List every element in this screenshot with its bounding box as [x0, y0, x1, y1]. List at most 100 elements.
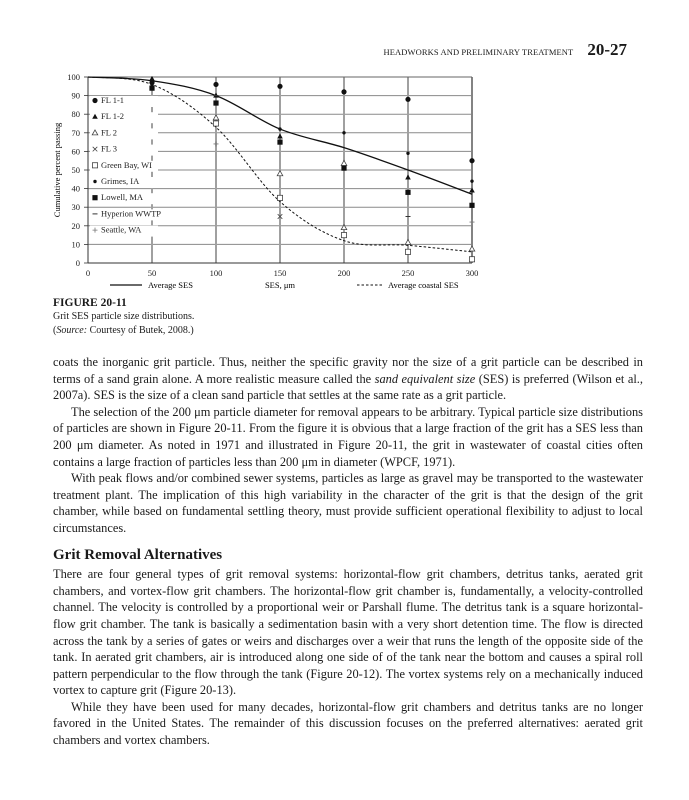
paragraph-1: coats the inorganic grit particle. Thus,… [53, 355, 643, 403]
x-tick-label: 100 [210, 268, 223, 278]
data-point [340, 232, 347, 239]
data-point [276, 169, 284, 177]
data-point [342, 131, 346, 135]
legend-label: Grimes, IA [101, 176, 140, 186]
data-point [212, 120, 219, 127]
figure-source: (Source: Courtesy of Butek, 2008.) [53, 325, 194, 336]
data-point [277, 133, 283, 139]
legend-bg [90, 225, 158, 237]
chart-points [149, 75, 476, 263]
data-point [405, 174, 411, 180]
line-legend-average: Average SES [110, 280, 193, 290]
y-tick-label: 100 [67, 72, 80, 82]
legend-label: Green Bay, WI [101, 160, 152, 170]
y-tick-label: 90 [72, 91, 81, 101]
data-point [405, 96, 411, 102]
paragraph-2: The selection of the 200 μm particle dia… [53, 404, 643, 469]
data-point [277, 213, 283, 220]
legend-marker [92, 162, 99, 169]
data-point [213, 81, 219, 88]
legend-bg [90, 193, 158, 205]
data-point [213, 100, 219, 106]
data-point [213, 141, 219, 147]
section-heading: Grit Removal Alternatives [53, 546, 223, 563]
figure-caption: FIGURE 20-11 Grit SES particle size dist… [53, 296, 194, 338]
legend-bg [90, 209, 158, 221]
y-tick-label: 20 [72, 221, 81, 231]
chart-legend: FL 1-1 FL 1-2 FL 2 FL 3 Green Bay, WI Grimes,… [90, 95, 161, 237]
data-point [278, 127, 282, 131]
legend-label: FL 1-1 [101, 95, 124, 105]
data-point [276, 194, 283, 201]
legend-bg [90, 112, 158, 124]
legend-bg [90, 177, 158, 188]
data-point [404, 238, 412, 245]
data-point [341, 89, 347, 95]
x-tick-label: 0 [86, 268, 90, 278]
legend-label: FL 2 [101, 127, 117, 137]
y-tick-label: 10 [72, 239, 81, 249]
legend-bg [90, 144, 158, 156]
figure-caption-text: Grit SES particle size distributions. [53, 311, 195, 322]
y-axis-label: Cumulative percent passing [52, 122, 62, 217]
y-tick-label: 60 [72, 146, 81, 156]
data-point [277, 139, 283, 145]
page-number: 20-27 [587, 40, 627, 59]
running-title: HEADWORKS AND PRELIMINARY TREATMENT [383, 47, 574, 57]
legend-marker [92, 146, 98, 152]
line-legend-coastal: Average coastal SES [357, 280, 459, 290]
legend-label: Seattle, WA [101, 225, 142, 235]
chart-tick-labels: 0 10 20 30 40 50 60 70 80 90 100 0 50 100 150 200 250 300 [67, 72, 478, 278]
data-point [149, 85, 155, 91]
x-tick-label: 250 [402, 268, 415, 278]
legend-bg [90, 160, 158, 172]
legend-bg [90, 96, 158, 107]
paragraph-3: With peak flows and/or combined sewer sy… [53, 471, 643, 535]
legend-label: FL 1-2 [101, 111, 124, 121]
legend-marker [92, 97, 98, 104]
legend-marker [92, 195, 98, 201]
legend-label: Hyperion WWTP [101, 208, 161, 218]
x-axis-label: SES, μm [265, 280, 295, 290]
legend-bg [90, 128, 158, 140]
y-tick-label: 0 [76, 258, 80, 268]
data-point [469, 158, 475, 164]
data-point [469, 202, 475, 208]
legend-marker [91, 129, 99, 136]
data-point [469, 219, 475, 225]
data-point [277, 83, 283, 89]
legend-marker [92, 113, 98, 119]
running-header: HEADWORKS AND PRELIMINARY TREATMENT 20-2… [384, 40, 627, 60]
legend-average-coastal-ses: Average coastal SES [388, 280, 459, 290]
data-point [340, 223, 348, 231]
legend-marker [92, 227, 98, 233]
x-tick-label: 200 [338, 268, 351, 278]
data-point [406, 151, 410, 155]
data-point [212, 114, 220, 121]
y-tick-label: 30 [72, 202, 81, 212]
data-point [340, 159, 348, 166]
data-point [149, 75, 155, 81]
x-tick-label: 150 [274, 268, 287, 278]
data-point [150, 82, 154, 87]
legend-label: Lowell, MA [101, 192, 144, 202]
data-point [469, 187, 475, 193]
legend-label: FL 3 [101, 144, 117, 154]
paragraph-4: There are four general types of grit rem… [53, 567, 643, 698]
data-point [405, 189, 411, 195]
legend-marker [93, 179, 97, 184]
data-point [404, 248, 411, 255]
paragraph-5: While they have been used for many decad… [53, 699, 643, 748]
data-point [470, 179, 474, 183]
y-tick-label: 70 [72, 128, 81, 138]
x-tick-label: 300 [466, 268, 479, 278]
y-tick-label: 80 [72, 109, 81, 119]
y-tick-label: 40 [72, 184, 81, 194]
figure-label: FIGURE 20-11 [53, 297, 127, 309]
body-text: coats the inorganic grit particle. Thus,… [53, 354, 643, 749]
data-point [468, 245, 476, 252]
data-point [341, 165, 347, 171]
legend-average-ses: Average SES [148, 280, 193, 290]
grit-ses-chart: 0 10 20 30 40 50 60 70 80 90 100 0 50 100 150 200 250 300… [52, 72, 478, 290]
data-point [468, 256, 475, 263]
